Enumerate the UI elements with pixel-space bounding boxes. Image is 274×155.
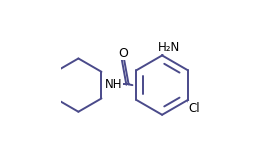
Text: O: O bbox=[118, 47, 128, 60]
Text: Cl: Cl bbox=[189, 102, 201, 115]
Text: NH: NH bbox=[105, 78, 122, 91]
Text: H₂N: H₂N bbox=[158, 41, 180, 54]
